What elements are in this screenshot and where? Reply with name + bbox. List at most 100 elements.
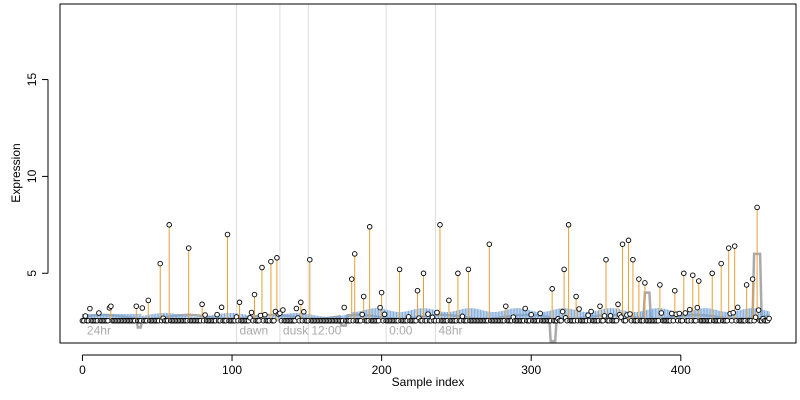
data-point	[82, 313, 89, 319]
data-point	[725, 245, 732, 251]
data-point	[145, 297, 152, 304]
data-point	[455, 270, 461, 277]
data-point	[724, 317, 730, 324]
data-point	[682, 310, 689, 316]
data-point	[607, 313, 614, 319]
data-point	[625, 237, 632, 244]
data-point	[503, 303, 509, 309]
y-tick-label: 5	[25, 270, 39, 277]
data-point	[528, 311, 534, 318]
data-point	[734, 304, 741, 311]
data-point	[601, 313, 608, 319]
data-point	[277, 310, 283, 316]
expression-profile	[82, 252, 770, 343]
data-point	[694, 304, 701, 311]
y-tick-label: 10	[25, 169, 39, 183]
data-point	[658, 310, 665, 316]
data-point	[693, 317, 699, 324]
data-point	[377, 304, 383, 311]
data-point	[202, 312, 208, 318]
data-point	[728, 317, 735, 324]
data-point	[522, 305, 528, 312]
data-point	[375, 317, 382, 324]
data-point	[280, 307, 286, 313]
data-point	[630, 256, 636, 263]
condition-label: dawn	[240, 323, 269, 337]
profile-line	[82, 252, 770, 343]
data-point	[96, 310, 102, 316]
x-tick-label: 0	[79, 363, 86, 377]
data-point	[378, 289, 385, 296]
data-point	[730, 309, 736, 316]
y-tick-label: 15	[25, 73, 39, 87]
data-point	[669, 310, 675, 317]
data-point	[262, 311, 268, 318]
data-point	[224, 231, 231, 238]
data-point	[687, 306, 693, 313]
data-point	[749, 276, 756, 282]
data-point	[585, 312, 591, 318]
data-point	[766, 315, 772, 322]
x-tick-label: 100	[222, 363, 242, 377]
data-point	[618, 314, 624, 320]
data-point	[679, 317, 686, 324]
data-point	[359, 311, 365, 318]
data-point	[752, 314, 759, 320]
data-point	[627, 311, 633, 317]
x-tick-label: 300	[521, 363, 541, 377]
peak-stems	[110, 207, 758, 321]
data-point	[486, 241, 493, 247]
data-point	[676, 310, 683, 317]
x-tick-label: 200	[372, 363, 392, 377]
data-point	[218, 304, 225, 311]
data-point	[437, 222, 443, 228]
y-axis-label: Expression	[9, 143, 23, 202]
data-point	[139, 305, 146, 311]
data-point	[248, 309, 255, 316]
data-point	[420, 270, 427, 277]
data-point	[600, 317, 606, 324]
data-point	[613, 317, 620, 324]
condition-label: 48hr	[438, 323, 462, 337]
data-point	[549, 286, 555, 292]
data-point	[755, 307, 762, 313]
x-axis-label: Sample index	[392, 375, 465, 389]
plot-frame	[59, 3, 797, 344]
data-point	[414, 287, 421, 294]
data-point	[298, 299, 304, 306]
data-point	[425, 311, 431, 317]
data-point	[274, 255, 280, 261]
data-point	[357, 317, 364, 324]
data-point	[307, 256, 313, 263]
data-point	[293, 305, 300, 312]
data-point	[622, 317, 629, 324]
data-point	[718, 260, 724, 267]
data-point	[236, 299, 243, 306]
data-point	[341, 304, 347, 311]
data-point	[565, 222, 572, 228]
x-tick-label: 400	[671, 363, 691, 377]
data-point	[754, 204, 760, 211]
data-point	[434, 309, 440, 316]
data-point	[672, 287, 678, 294]
data-point	[558, 317, 564, 324]
data-point	[465, 266, 472, 273]
data-point	[259, 264, 265, 271]
condition-dividers	[236, 4, 436, 343]
data-point	[573, 293, 579, 300]
data-point	[257, 312, 264, 319]
data-point	[681, 270, 687, 277]
data-point	[588, 308, 594, 315]
data-point	[603, 256, 609, 263]
data-point	[636, 276, 642, 282]
condition-label-start: 24hr	[87, 323, 111, 337]
data-point	[619, 241, 626, 247]
data-point	[576, 306, 582, 312]
data-point	[615, 301, 621, 308]
condition-label: dusk	[283, 323, 309, 337]
data-point	[351, 251, 358, 257]
data-point	[559, 308, 566, 315]
data-point	[642, 280, 648, 286]
condition-labels: 24hr dawn dusk 12:00 0:00 48hr	[87, 323, 463, 337]
data-point	[271, 317, 277, 324]
